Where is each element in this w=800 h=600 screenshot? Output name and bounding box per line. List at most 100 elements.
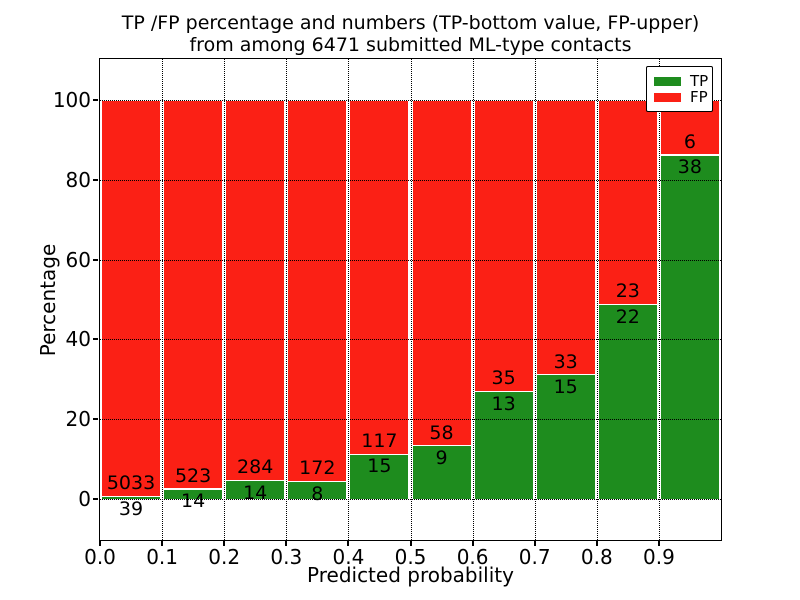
fp-legend-swatch (654, 92, 681, 102)
x-tick-mark (409, 540, 412, 546)
vertical-gridline (286, 59, 288, 540)
horizontal-gridline (100, 179, 721, 181)
x-tick-mark (471, 540, 474, 546)
chart-title-line2: from among 6471 submitted ML-type contac… (189, 34, 632, 56)
y-tick-mark (93, 338, 98, 341)
tp-count-label: 8 (311, 483, 324, 505)
vertical-gridline (224, 59, 226, 540)
vertical-gridline (410, 59, 412, 540)
fp-count-label: 23 (615, 280, 640, 303)
fp-count-label: 284 (237, 456, 274, 479)
x-tick-label: 0.7 (518, 545, 551, 569)
tp-count-label: 9 (435, 447, 448, 470)
x-tick-mark (99, 540, 101, 546)
tp-legend-swatch (654, 76, 681, 86)
chart-title-line1: TP /FP percentage and numbers (TP-bottom… (121, 12, 700, 34)
vertical-gridline (658, 59, 660, 540)
x-tick-label: 0.5 (394, 545, 427, 569)
x-tick-label: 0.3 (270, 545, 303, 569)
tp-count-label: 39 (118, 497, 144, 520)
x-tick-mark (161, 540, 164, 546)
bar-segment-fp (535, 100, 596, 375)
x-tick-label: 0.6 (456, 545, 489, 569)
bar-segment-fp (411, 100, 472, 446)
bar-segment-tp (225, 480, 286, 499)
x-tick-mark (533, 540, 536, 546)
fp-count-label: 6 (683, 130, 696, 153)
tp-count-label: 15 (553, 376, 578, 398)
vertical-gridline (596, 59, 598, 540)
x-tick-label: 0.4 (332, 545, 365, 569)
x-tick-mark (223, 540, 226, 546)
tp-count-label: 15 (367, 455, 392, 478)
y-tick-mark (93, 497, 98, 500)
x-tick-mark (347, 540, 350, 546)
bar-segment-fp (597, 100, 658, 304)
fp-count-label: 5033 (106, 472, 156, 495)
tp-legend-label: TP (690, 71, 709, 90)
plot-area: 5033 39 523 14 284 14 172 8 117 15 58 9 35 13 33 15 23 22… (100, 59, 721, 540)
fp-count-label: 33 (553, 350, 578, 373)
bar-segment-fp (473, 100, 534, 391)
y-tick-label: 0 (78, 486, 91, 511)
x-tick-mark (285, 540, 288, 546)
tp-count-label: 38 (677, 156, 702, 179)
bar-segment-fp (163, 100, 224, 489)
bar-segment-fp (349, 100, 410, 454)
fp-count-label: 523 (174, 464, 212, 487)
y-tick-label: 20 (65, 407, 91, 432)
vertical-gridline (162, 59, 164, 540)
tp-count-label: 13 (491, 392, 516, 415)
vertical-gridline (348, 59, 350, 540)
fp-count-label: 117 (361, 429, 398, 452)
x-tick-label: 0.1 (146, 545, 178, 569)
y-tick-label: 60 (65, 247, 91, 272)
bar-segment-fp (225, 100, 286, 481)
y-tick-label: 80 (65, 167, 91, 192)
fp-count-label: 58 (429, 421, 454, 444)
y-tick-mark (93, 418, 98, 421)
y-tick-label: 40 (65, 327, 91, 352)
x-tick-label: 0.0 (84, 545, 116, 569)
tp-count-label: 22 (615, 305, 640, 328)
bar-segment-fp (287, 100, 348, 482)
bar-segment-tp (411, 445, 472, 499)
bar-segment-tp (473, 390, 534, 499)
bar-segment-tp (659, 154, 720, 499)
x-tick-label: 0.9 (642, 545, 675, 569)
x-tick-mark (595, 540, 598, 546)
vertical-gridline (472, 59, 474, 540)
bar-segment-tp (535, 374, 596, 499)
fp-legend-label: FP (690, 87, 708, 106)
bar-segment-tp (597, 303, 658, 499)
fp-count-label: 172 (299, 457, 336, 480)
legend: TP FP (646, 66, 713, 112)
bar-segment-tp (349, 453, 410, 499)
vertical-gridline (534, 59, 536, 540)
x-tick-mark (657, 540, 660, 546)
y-tick-mark (93, 99, 98, 102)
x-axis-label: Predicted probability (307, 563, 514, 587)
y-axis-label: Percentage (36, 243, 60, 357)
legend-row-fp: FP (654, 87, 712, 106)
y-tick-mark (93, 258, 98, 261)
chart-title: TP /FP percentage and numbers (TP-bottom… (100, 12, 721, 56)
legend-row-tp: TP (654, 71, 712, 90)
x-tick-label: 0.2 (208, 545, 241, 569)
horizontal-gridline (100, 498, 721, 500)
bar-segment-tp (101, 495, 162, 499)
y-tick-label: 100 (52, 88, 91, 113)
horizontal-gridline (100, 100, 721, 102)
horizontal-gridline (100, 259, 721, 261)
fp-count-label: 35 (491, 367, 516, 390)
y-tick-mark (93, 178, 98, 181)
bar-segment-tp (287, 481, 348, 499)
bar-segment-fp (101, 100, 162, 496)
bar-segment-tp (163, 488, 224, 499)
x-tick-label: 0.8 (580, 545, 613, 569)
horizontal-gridline (100, 339, 721, 341)
horizontal-gridline (100, 419, 721, 421)
tp-count-label: 14 (181, 490, 206, 513)
tp-count-label: 14 (243, 481, 268, 504)
